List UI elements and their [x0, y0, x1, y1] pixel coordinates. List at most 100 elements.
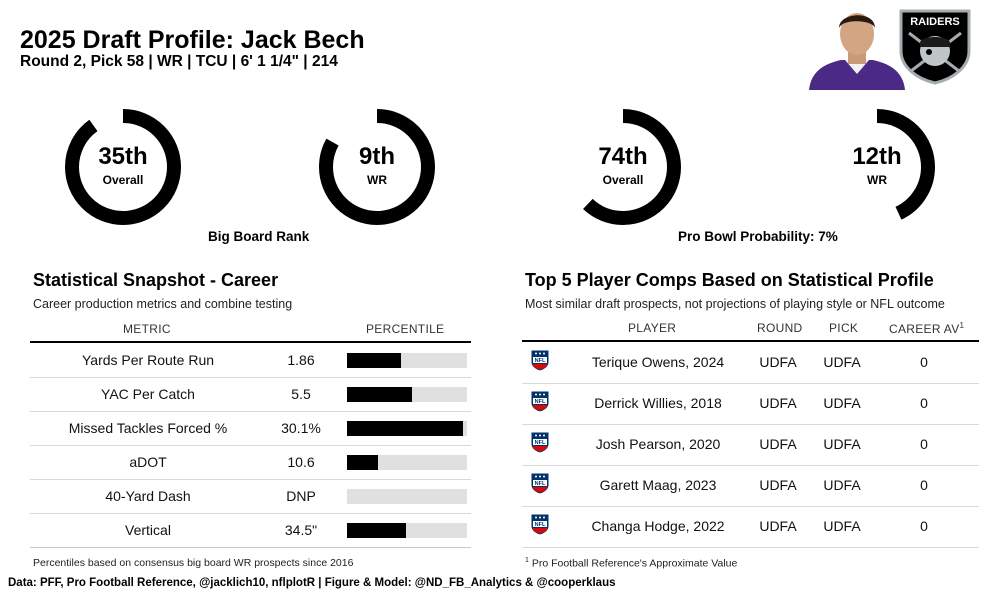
career-av-label: CAREER AV: [889, 322, 960, 336]
donut-bigboard-overall: 35th Overall: [62, 106, 184, 228]
row-divider: [522, 424, 979, 425]
percentile-bar-fill: [347, 421, 463, 436]
percentile-bar: [347, 353, 467, 368]
row-divider: [522, 547, 979, 548]
pick-value: UDFA: [823, 395, 861, 411]
rank-value: 74th: [598, 143, 648, 170]
pro-bowl-caption: Pro Bowl Probability: 7%: [678, 229, 838, 244]
player-name: Josh Pearson, 2020: [595, 436, 721, 452]
metric-value: 34.5": [284, 522, 318, 538]
rank-label: Overall: [102, 173, 144, 187]
rank-value: 35th: [98, 143, 148, 170]
career-av-value: 0: [920, 436, 928, 452]
donut-probowl-overall: 74th Overall: [562, 106, 684, 228]
career-av-footnote-marker: 1: [959, 321, 965, 330]
percentile-bar: [347, 523, 467, 538]
percentile-bar-fill: [347, 523, 406, 538]
pick-value: UDFA: [823, 477, 861, 493]
page-title: 2025 Draft Profile: Jack Bech: [20, 26, 365, 54]
career-av-value: 0: [920, 518, 928, 534]
svg-text:NFL: NFL: [535, 522, 546, 528]
row-divider: [30, 479, 471, 480]
nfl-shield-icon: NFL: [530, 512, 550, 536]
percentile-column-header: PERCENTILE: [366, 322, 445, 336]
comps-footnote: 1 Pro Football Reference's Approximate V…: [525, 557, 737, 570]
career-av-value: 0: [920, 395, 928, 411]
row-divider: [522, 506, 979, 507]
percentile-bar-fill: [347, 455, 378, 470]
nfl-shield-icon: NFL: [530, 471, 550, 495]
row-divider: [522, 383, 979, 384]
career-av-value: 0: [920, 477, 928, 493]
player-name: Terique Owens, 2024: [591, 354, 725, 370]
career-av-value: 0: [920, 354, 928, 370]
row-divider: [30, 513, 471, 514]
percentile-bar-fill: [347, 353, 401, 368]
row-divider: [30, 411, 471, 412]
metric-name: aDOT: [129, 454, 167, 470]
rank-value: 12th: [852, 143, 902, 170]
snapshot-header-rule: [30, 341, 471, 343]
metric-name: Yards Per Route Run: [81, 352, 215, 368]
metric-name: Vertical: [125, 522, 171, 538]
footnote-marker: 1: [525, 557, 529, 564]
round-value: UDFA: [759, 395, 797, 411]
comps-header-rule: [522, 340, 979, 342]
player-column-header: PLAYER: [628, 321, 677, 335]
donut-probowl-position: 12th WR: [816, 106, 938, 228]
svg-text:RAIDERS: RAIDERS: [910, 16, 960, 28]
row-divider: [30, 377, 471, 378]
big-board-caption: Big Board Rank: [208, 229, 310, 244]
round-value: UDFA: [759, 436, 797, 452]
metric-value: 1.86: [287, 352, 315, 368]
rank-label: Overall: [602, 173, 644, 187]
round-value: UDFA: [759, 477, 797, 493]
pick-value: UDFA: [823, 354, 861, 370]
svg-text:NFL: NFL: [535, 358, 546, 364]
pick-column-header: PICK: [829, 321, 859, 335]
row-divider: [522, 465, 979, 466]
metric-value: 5.5: [291, 386, 311, 402]
percentile-bar: [347, 489, 467, 504]
source-credit: Data: PFF, Pro Football Reference, @jack…: [8, 577, 616, 589]
row-divider: [30, 547, 471, 548]
metric-value: DNP: [286, 488, 316, 504]
player-headshot: [803, 4, 911, 90]
row-divider: [30, 445, 471, 446]
snapshot-subtitle: Career production metrics and combine te…: [33, 297, 293, 311]
percentile-bar: [347, 421, 467, 436]
metric-name: 40-Yard Dash: [105, 488, 191, 504]
svg-text:NFL: NFL: [535, 481, 546, 487]
nfl-shield-icon: NFL: [530, 348, 550, 372]
percentile-bar: [347, 455, 467, 470]
round-value: UDFA: [759, 354, 797, 370]
percentile-bar: [347, 387, 467, 402]
metric-value: 10.6: [287, 454, 315, 470]
snapshot-title: Statistical Snapshot - Career: [33, 270, 279, 290]
donut-bigboard-position: 9th WR: [316, 106, 438, 228]
comps-subtitle: Most similar draft prospects, not projec…: [525, 297, 945, 311]
nfl-shield-icon: NFL: [530, 389, 550, 413]
career-av-column-header: CAREER AV1: [889, 321, 964, 336]
player-name: Derrick Willies, 2018: [594, 395, 722, 411]
metric-name: YAC Per Catch: [101, 386, 195, 402]
rank-value: 9th: [359, 143, 395, 170]
metric-value: 30.1%: [281, 420, 321, 436]
round-value: UDFA: [759, 518, 797, 534]
percentile-bar-fill: [347, 387, 412, 402]
player-name: Garett Maag, 2023: [599, 477, 717, 493]
player-name: Changa Hodge, 2022: [591, 518, 725, 534]
snapshot-footnote: Percentiles based on consensus big board…: [33, 557, 354, 569]
comps-title: Top 5 Player Comps Based on Statistical …: [525, 270, 934, 290]
pick-value: UDFA: [823, 436, 861, 452]
metric-name: Missed Tackles Forced %: [68, 420, 228, 436]
rank-label: WR: [867, 173, 887, 187]
rank-label: WR: [367, 173, 387, 187]
raiders-logo: RAIDERS: [895, 5, 975, 85]
round-column-header: ROUND: [757, 321, 803, 335]
svg-text:NFL: NFL: [535, 399, 546, 405]
pick-value: UDFA: [823, 518, 861, 534]
svg-text:NFL: NFL: [535, 440, 546, 446]
nfl-shield-icon: NFL: [530, 430, 550, 454]
page-subtitle: Round 2, Pick 58 | WR | TCU | 6' 1 1/4" …: [20, 53, 338, 70]
